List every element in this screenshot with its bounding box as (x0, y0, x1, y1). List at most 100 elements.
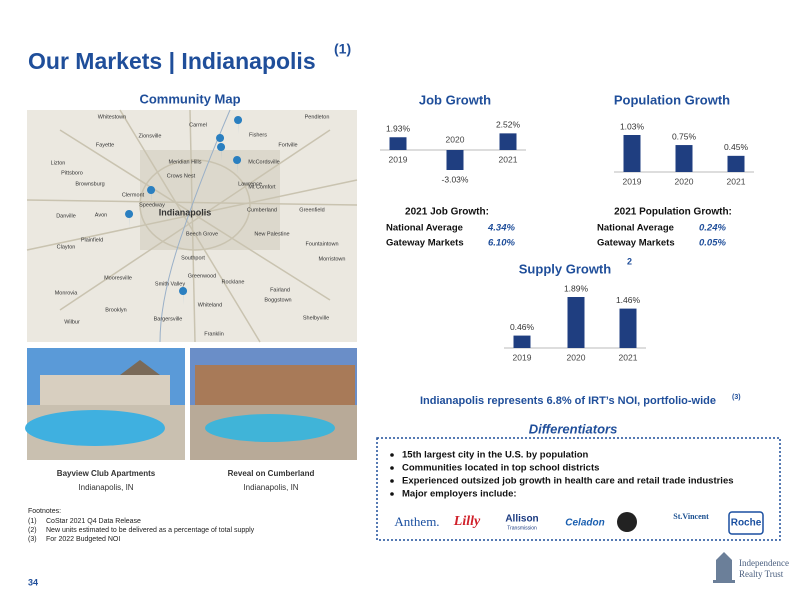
footnotes-title: Footnotes: (28, 508, 61, 515)
value-label: 1.93% (386, 124, 411, 134)
stats-label: Gateway Markets (386, 238, 464, 249)
value-label: 0.75% (672, 131, 697, 141)
employer-logo: Transmission (507, 525, 537, 531)
property-location: Indianapolis, IN (243, 483, 298, 492)
stats-title: 2021 Job Growth: (405, 207, 489, 218)
map-place: Crows Nest (167, 173, 196, 179)
category-label: 2021 (499, 154, 518, 164)
value-label: -3.03% (442, 174, 469, 184)
stats-label: National Average (597, 223, 674, 234)
map-place: McCordsville (248, 159, 279, 165)
map-place: Carmel (189, 122, 207, 128)
value-label: 1.89% (564, 283, 589, 293)
map-place: Fountaintown (305, 241, 338, 247)
bar (513, 335, 531, 348)
map-place: Southport (181, 255, 205, 261)
map-place: Meridian Hills (168, 159, 201, 165)
bar (389, 137, 407, 150)
employer-logo: St.Vincent (673, 512, 709, 521)
map-place: Greenfield (299, 207, 324, 213)
bar (619, 308, 637, 348)
map-place: Whitestown (98, 114, 126, 120)
map-place: Plainfield (81, 237, 103, 243)
stats-value: 0.05% (699, 238, 726, 249)
bullet: Major employers include: (402, 489, 517, 500)
map-place: Rocklane (222, 279, 245, 285)
map-place: Zionsville (139, 133, 162, 139)
title-note: (1) (334, 41, 351, 57)
map-place: Monrovia (55, 290, 79, 296)
map-place: Shelbyville (303, 315, 329, 321)
category-label: 2020 (567, 352, 586, 362)
differentiators-title: Differentiators (529, 421, 618, 436)
property-location: Indianapolis, IN (78, 483, 133, 492)
photo-2 (190, 348, 357, 460)
map-place: New Palestine (254, 231, 289, 237)
chart-title-note: 2 (627, 256, 632, 266)
footnote-num: (2) (28, 527, 37, 534)
employer-logo: Lilly (453, 514, 481, 529)
property-name: Reveal on Cumberland (228, 469, 315, 478)
map-place: Fayette (96, 142, 114, 148)
stats-value: 6.10% (488, 238, 515, 249)
map-place: Wilbur (64, 319, 80, 325)
map (26, 109, 358, 343)
bullet-dot (390, 466, 394, 470)
map-place: Brooklyn (105, 307, 126, 313)
map-place: Franklin (204, 331, 224, 337)
statement-note: (3) (732, 394, 741, 401)
map-place: Mooresville (104, 275, 132, 281)
stats-label: National Average (386, 223, 463, 234)
map-place: Fortville (278, 142, 297, 148)
footnote-text: New units estimated to be delivered as a… (46, 527, 255, 534)
employer-logo: Anthem. (394, 514, 439, 529)
map-place: Fishers (249, 132, 267, 138)
bar (499, 133, 517, 150)
brand: Independence (739, 558, 789, 568)
logo-box (728, 511, 764, 535)
bar (727, 155, 745, 172)
employer-logo: Celadon (565, 518, 604, 529)
bullet-dot (390, 479, 394, 483)
bullet: 15th largest city in the U.S. by populat… (402, 450, 589, 461)
map-place: Avon (95, 212, 107, 218)
map-place: Clayton (57, 244, 76, 250)
stats-label: Gateway Markets (597, 238, 675, 249)
urban-area (140, 150, 280, 250)
stats-title: 2021 Population Growth: (614, 207, 732, 218)
rivers (159, 109, 231, 343)
footnote-text: For 2022 Budgeted NOI (46, 536, 120, 543)
category-label: 2019 (623, 176, 642, 186)
map-place: Danville (56, 213, 76, 219)
map-place: Morristown (319, 256, 346, 262)
map-place: Indianapolis (159, 207, 212, 217)
roads (26, 109, 358, 343)
bar (567, 297, 585, 348)
category-label: 2020 (675, 176, 694, 186)
map-place: Whiteland (198, 302, 222, 308)
bar (675, 145, 693, 172)
map-place: Greenwood (188, 273, 216, 279)
footnote-text: CoStar 2021 Q4 Data Release (46, 518, 141, 525)
chart-title: Population Growth (614, 92, 730, 107)
map-title: Community Map (139, 91, 240, 106)
brand: Realty Trust (739, 569, 784, 579)
statement: Indianapolis represents 6.8% of IRT’s NO… (420, 395, 716, 407)
map-place: Pittsboro (61, 170, 83, 176)
bar (623, 135, 641, 172)
map-place: Cumberland (247, 207, 277, 213)
category-label: 2021 (619, 352, 638, 362)
chart-title: Job Growth (419, 92, 491, 107)
bullet-dot (390, 492, 394, 496)
category-label: 2020 (446, 134, 465, 144)
category-label: 2021 (727, 176, 746, 186)
employer-logo: Allison (505, 514, 538, 525)
category-label: 2019 (513, 352, 532, 362)
employer-logo: Roche (731, 518, 762, 529)
map-place: Speedway (139, 202, 165, 208)
value-label: 1.03% (620, 121, 645, 131)
differentiators-box (376, 437, 781, 541)
logo-mark (617, 512, 637, 532)
